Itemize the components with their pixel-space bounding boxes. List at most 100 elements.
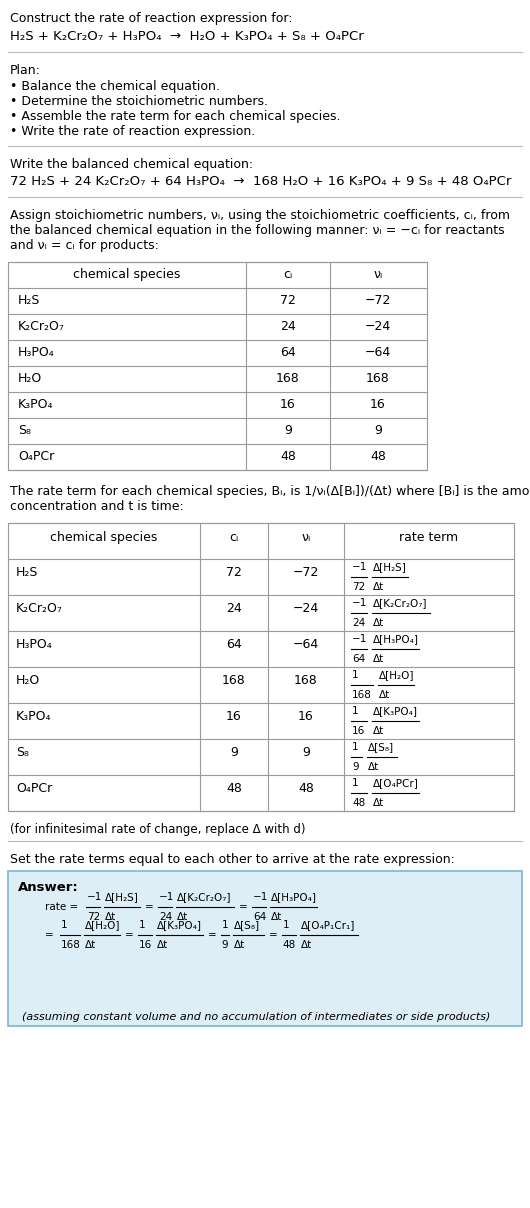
Text: −1: −1 xyxy=(159,892,174,902)
Text: 168: 168 xyxy=(276,372,300,385)
Text: Δt: Δt xyxy=(373,726,384,736)
Text: Δ[S₈]: Δ[S₈] xyxy=(367,742,394,753)
Text: 48: 48 xyxy=(352,798,365,808)
Text: Δt: Δt xyxy=(373,618,384,628)
Text: −1: −1 xyxy=(253,892,268,902)
Text: 1: 1 xyxy=(61,920,68,930)
Text: 168: 168 xyxy=(366,372,390,385)
Text: The rate term for each chemical species, Bᵢ, is 1/νᵢ(Δ[Bᵢ])/(Δt) where [Bᵢ] is t: The rate term for each chemical species,… xyxy=(10,484,530,498)
Text: 48: 48 xyxy=(280,451,296,463)
Text: νᵢ: νᵢ xyxy=(373,268,383,281)
Text: Construct the rate of reaction expression for:: Construct the rate of reaction expressio… xyxy=(10,12,293,25)
Text: Δt: Δt xyxy=(105,912,116,922)
Text: 24: 24 xyxy=(226,602,242,615)
Text: H₂S + K₂Cr₂O₇ + H₃PO₄  →  H₂O + K₃PO₄ + S₈ + O₄PCr: H₂S + K₂Cr₂O₇ + H₃PO₄ → H₂O + K₃PO₄ + S₈… xyxy=(10,30,364,43)
Text: =: = xyxy=(45,930,54,940)
Text: 72: 72 xyxy=(280,294,296,307)
Text: Δ[H₂S]: Δ[H₂S] xyxy=(105,892,139,902)
Text: 16: 16 xyxy=(226,709,242,722)
Bar xyxy=(8,523,514,811)
Text: O₄PCr: O₄PCr xyxy=(18,451,54,463)
Text: −1: −1 xyxy=(352,598,367,608)
Text: cᵢ: cᵢ xyxy=(284,268,293,281)
Text: Δ[H₂O]: Δ[H₂O] xyxy=(378,670,414,680)
Text: −24: −24 xyxy=(293,602,319,615)
Text: Δt: Δt xyxy=(301,940,312,949)
Text: Δ[O₄PCr]: Δ[O₄PCr] xyxy=(373,778,419,788)
Text: Δt: Δt xyxy=(156,940,168,949)
Text: and νᵢ = cᵢ for products:: and νᵢ = cᵢ for products: xyxy=(10,239,159,252)
Text: K₂Cr₂O₇: K₂Cr₂O₇ xyxy=(16,602,63,615)
Text: 9: 9 xyxy=(302,745,310,759)
Text: 24: 24 xyxy=(280,320,296,333)
Text: 64: 64 xyxy=(253,912,266,922)
Text: −64: −64 xyxy=(293,638,319,650)
Text: the balanced chemical equation in the following manner: νᵢ = −cᵢ for reactants: the balanced chemical equation in the fo… xyxy=(10,223,505,237)
Text: 64: 64 xyxy=(226,638,242,650)
Text: H₃PO₄: H₃PO₄ xyxy=(18,345,55,359)
Text: 1: 1 xyxy=(222,920,228,930)
Text: • Write the rate of reaction expression.: • Write the rate of reaction expression. xyxy=(10,124,255,138)
Text: H₂S: H₂S xyxy=(18,294,40,307)
Text: (assuming constant volume and no accumulation of intermediates or side products): (assuming constant volume and no accumul… xyxy=(22,1012,490,1022)
Text: 48: 48 xyxy=(370,451,386,463)
Text: Δt: Δt xyxy=(373,798,384,808)
Text: 64: 64 xyxy=(280,345,296,359)
Text: Answer:: Answer: xyxy=(18,881,79,894)
Text: 72: 72 xyxy=(226,565,242,579)
Text: Δ[H₃PO₄]: Δ[H₃PO₄] xyxy=(271,892,317,902)
Text: −1: −1 xyxy=(352,562,367,573)
Text: −24: −24 xyxy=(365,320,391,333)
Text: 16: 16 xyxy=(138,940,152,949)
Text: 1: 1 xyxy=(352,778,359,788)
Text: Assign stoichiometric numbers, νᵢ, using the stoichiometric coefficients, cᵢ, fr: Assign stoichiometric numbers, νᵢ, using… xyxy=(10,209,510,222)
Text: 16: 16 xyxy=(298,709,314,722)
Text: Set the rate terms equal to each other to arrive at the rate expression:: Set the rate terms equal to each other t… xyxy=(10,853,455,866)
Text: 1: 1 xyxy=(352,742,359,753)
Text: Δ[O₄P₁Cr₁]: Δ[O₄P₁Cr₁] xyxy=(301,920,355,930)
Text: =: = xyxy=(125,930,133,940)
Text: =: = xyxy=(239,902,248,912)
Text: cᵢ: cᵢ xyxy=(229,532,239,544)
Text: concentration and t is time:: concentration and t is time: xyxy=(10,500,184,513)
Text: 168: 168 xyxy=(294,674,318,686)
Text: 72: 72 xyxy=(352,582,365,592)
Text: 1: 1 xyxy=(282,920,289,930)
FancyBboxPatch shape xyxy=(8,871,522,1026)
Text: (for infinitesimal rate of change, replace Δ with d): (for infinitesimal rate of change, repla… xyxy=(10,823,305,836)
Text: 16: 16 xyxy=(280,397,296,411)
Text: K₃PO₄: K₃PO₄ xyxy=(16,709,51,722)
Bar xyxy=(8,262,427,470)
Text: • Determine the stoichiometric numbers.: • Determine the stoichiometric numbers. xyxy=(10,95,268,108)
Text: Δt: Δt xyxy=(177,912,188,922)
Text: Δ[S₈]: Δ[S₈] xyxy=(234,920,260,930)
Text: rate term: rate term xyxy=(400,532,458,544)
Text: S₈: S₈ xyxy=(16,745,29,759)
Text: S₈: S₈ xyxy=(18,424,31,437)
Text: Plan:: Plan: xyxy=(10,64,41,77)
Text: Δt: Δt xyxy=(373,654,384,664)
Text: −1: −1 xyxy=(352,634,367,644)
Text: 1: 1 xyxy=(352,670,359,680)
Text: chemical species: chemical species xyxy=(50,532,158,544)
Text: Δt: Δt xyxy=(373,582,384,592)
Text: Δt: Δt xyxy=(271,912,282,922)
Text: 168: 168 xyxy=(222,674,246,686)
Text: rate =: rate = xyxy=(45,902,82,912)
Text: Δ[H₂S]: Δ[H₂S] xyxy=(373,562,407,573)
Text: Δ[H₂O]: Δ[H₂O] xyxy=(84,920,120,930)
Text: • Assemble the rate term for each chemical species.: • Assemble the rate term for each chemic… xyxy=(10,110,340,123)
Text: 9: 9 xyxy=(374,424,382,437)
Text: Write the balanced chemical equation:: Write the balanced chemical equation: xyxy=(10,158,253,172)
Text: −1: −1 xyxy=(87,892,102,902)
Text: 168: 168 xyxy=(352,690,372,699)
Text: 72 H₂S + 24 K₂Cr₂O₇ + 64 H₃PO₄  →  168 H₂O + 16 K₃PO₄ + 9 S₈ + 48 O₄PCr: 72 H₂S + 24 K₂Cr₂O₇ + 64 H₃PO₄ → 168 H₂O… xyxy=(10,175,511,188)
Text: Δ[K₃PO₄]: Δ[K₃PO₄] xyxy=(373,705,418,716)
Text: −72: −72 xyxy=(365,294,391,307)
Text: Δ[H₃PO₄]: Δ[H₃PO₄] xyxy=(373,634,419,644)
Text: 16: 16 xyxy=(370,397,386,411)
Text: K₂Cr₂O₇: K₂Cr₂O₇ xyxy=(18,320,65,333)
Text: Δt: Δt xyxy=(378,690,390,699)
Text: • Balance the chemical equation.: • Balance the chemical equation. xyxy=(10,80,220,93)
Text: H₂O: H₂O xyxy=(18,372,42,385)
